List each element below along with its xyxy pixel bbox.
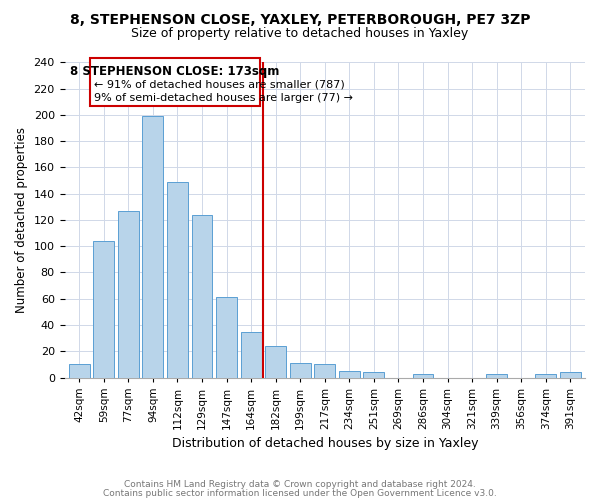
Bar	[314, 364, 335, 378]
Bar	[216, 298, 237, 378]
Text: Size of property relative to detached houses in Yaxley: Size of property relative to detached ho…	[131, 28, 469, 40]
Bar	[241, 332, 262, 378]
Text: 8, STEPHENSON CLOSE, YAXLEY, PETERBOROUGH, PE7 3ZP: 8, STEPHENSON CLOSE, YAXLEY, PETERBOROUG…	[70, 12, 530, 26]
Bar	[535, 374, 556, 378]
Bar	[560, 372, 581, 378]
Bar	[265, 346, 286, 378]
Bar	[413, 374, 433, 378]
FancyBboxPatch shape	[91, 58, 260, 106]
Bar	[167, 182, 188, 378]
Text: 8 STEPHENSON CLOSE: 173sqm: 8 STEPHENSON CLOSE: 173sqm	[70, 65, 280, 78]
Text: 9% of semi-detached houses are larger (77) →: 9% of semi-detached houses are larger (7…	[94, 92, 353, 102]
Text: Contains HM Land Registry data © Crown copyright and database right 2024.: Contains HM Land Registry data © Crown c…	[124, 480, 476, 489]
Text: ← 91% of detached houses are smaller (787): ← 91% of detached houses are smaller (78…	[94, 80, 345, 90]
Bar	[94, 241, 114, 378]
Bar	[486, 374, 507, 378]
Bar	[118, 210, 139, 378]
Y-axis label: Number of detached properties: Number of detached properties	[15, 127, 28, 313]
Bar	[69, 364, 89, 378]
Bar	[290, 363, 311, 378]
X-axis label: Distribution of detached houses by size in Yaxley: Distribution of detached houses by size …	[172, 437, 478, 450]
Bar	[364, 372, 384, 378]
Bar	[142, 116, 163, 378]
Bar	[191, 214, 212, 378]
Bar	[339, 371, 360, 378]
Text: Contains public sector information licensed under the Open Government Licence v3: Contains public sector information licen…	[103, 489, 497, 498]
